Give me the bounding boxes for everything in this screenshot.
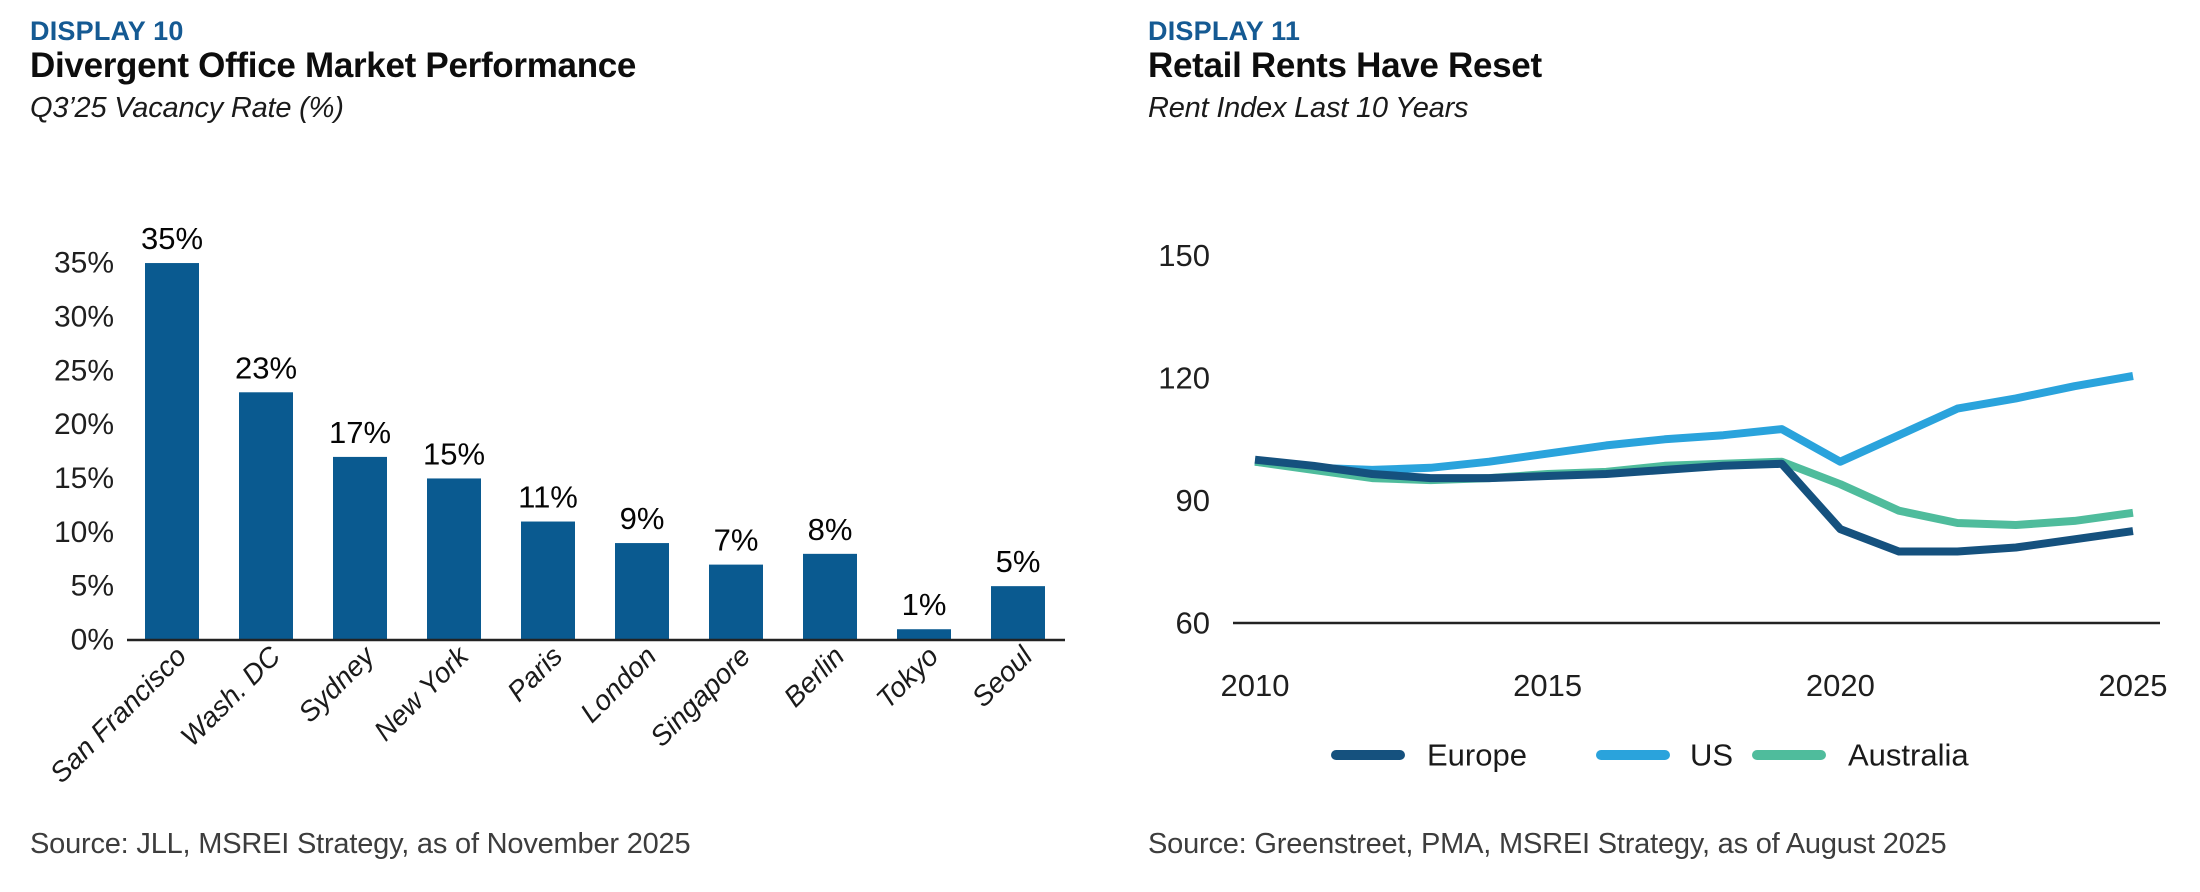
vacancy-bar-chart: 0% 5% 10% 15% 20% 25% 30% 35% 35% 23% 17% 15% 11% 9% 7… bbox=[44, 221, 1065, 789]
legend-item-europe: Europe bbox=[1331, 738, 1527, 773]
rent-index-line-chart: 60 90 120 150 2010 2015 2020 2025 Europe US Austra… bbox=[1158, 238, 2168, 773]
x-tick-label: 2015 bbox=[1513, 668, 1582, 703]
retail-chart-subtitle: Rent Index Last 10 Years bbox=[1148, 92, 1469, 124]
y-tick-label: 30% bbox=[54, 300, 114, 333]
bar-value-label: 9% bbox=[620, 501, 665, 536]
bar-tokyo bbox=[897, 629, 951, 640]
bar-wash-dc bbox=[239, 392, 293, 640]
y-tick-label: 0% bbox=[71, 624, 114, 657]
x-category-label: Sydney bbox=[292, 639, 381, 728]
x-tick-label: 2010 bbox=[1221, 668, 1290, 703]
bar-seoul bbox=[991, 586, 1045, 640]
display-label-10: DISPLAY 10 bbox=[30, 16, 184, 46]
bar-london bbox=[615, 543, 669, 640]
bar-value-label: 8% bbox=[808, 512, 853, 547]
y-tick-label: 15% bbox=[54, 462, 114, 495]
legend-swatch-europe bbox=[1331, 750, 1405, 760]
bar-value-label: 17% bbox=[329, 415, 391, 450]
office-source-note: Source: JLL, MSREI Strategy, as of Novem… bbox=[30, 828, 691, 860]
y-tick-label: 20% bbox=[54, 408, 114, 441]
bar-value-label: 5% bbox=[996, 544, 1041, 579]
legend-label-europe: Europe bbox=[1427, 738, 1527, 773]
line-series-us bbox=[1254, 372, 2134, 474]
bar-value-label: 35% bbox=[141, 221, 203, 256]
office-chart-subtitle: Q3’25 Vacancy Rate (%) bbox=[30, 92, 344, 124]
x-category-label: Wash. DC bbox=[174, 640, 286, 752]
x-category-label: Singapore bbox=[644, 640, 756, 752]
bar-value-label: 7% bbox=[714, 523, 759, 558]
bar-new-york bbox=[427, 478, 481, 640]
y-tick-label: 10% bbox=[54, 516, 114, 549]
y-tick-label: 150 bbox=[1158, 238, 1210, 273]
y-tick-label: 25% bbox=[54, 354, 114, 387]
office-chart-title: Divergent Office Market Performance bbox=[30, 46, 637, 85]
x-category-label: New York bbox=[368, 639, 476, 747]
x-tick-label: 2025 bbox=[2099, 668, 2168, 703]
y-tick-label: 60 bbox=[1176, 606, 1210, 641]
x-category-label: Berlin bbox=[778, 640, 851, 713]
legend-swatch-australia bbox=[1752, 750, 1826, 760]
bar-paris bbox=[521, 521, 575, 640]
y-tick-label: 120 bbox=[1158, 361, 1210, 396]
bar-singapore bbox=[709, 564, 763, 640]
x-category-label: London bbox=[574, 640, 662, 728]
y-tick-label: 90 bbox=[1176, 483, 1210, 518]
retail-chart-title: Retail Rents Have Reset bbox=[1148, 46, 1542, 85]
bar-value-label: 23% bbox=[235, 350, 297, 385]
x-category-label: Paris bbox=[501, 640, 568, 707]
bar-san-francisco bbox=[145, 263, 199, 640]
line-series-europe bbox=[1254, 455, 2134, 556]
legend-item-australia: Australia bbox=[1752, 738, 1969, 773]
legend-item-us: US bbox=[1596, 738, 1733, 773]
bar-sydney bbox=[333, 456, 387, 640]
bar-value-label: 11% bbox=[518, 480, 578, 515]
display-label-11: DISPLAY 11 bbox=[1148, 16, 1301, 46]
y-tick-label: 5% bbox=[71, 570, 114, 603]
retail-source-note: Source: Greenstreet, PMA, MSREI Strategy… bbox=[1148, 828, 1947, 860]
legend-label-us: US bbox=[1690, 738, 1733, 773]
bar-berlin bbox=[803, 553, 857, 640]
bar-value-label: 1% bbox=[902, 587, 947, 622]
x-category-label: Seoul bbox=[966, 640, 1039, 713]
y-tick-label: 35% bbox=[54, 247, 114, 280]
x-category-label: San Francisco bbox=[44, 640, 192, 788]
legend-label-australia: Australia bbox=[1848, 738, 1969, 773]
legend-swatch-us bbox=[1596, 750, 1670, 760]
x-category-label: Tokyo bbox=[870, 640, 944, 714]
bar-value-label: 15% bbox=[423, 436, 485, 471]
x-tick-label: 2020 bbox=[1806, 668, 1875, 703]
